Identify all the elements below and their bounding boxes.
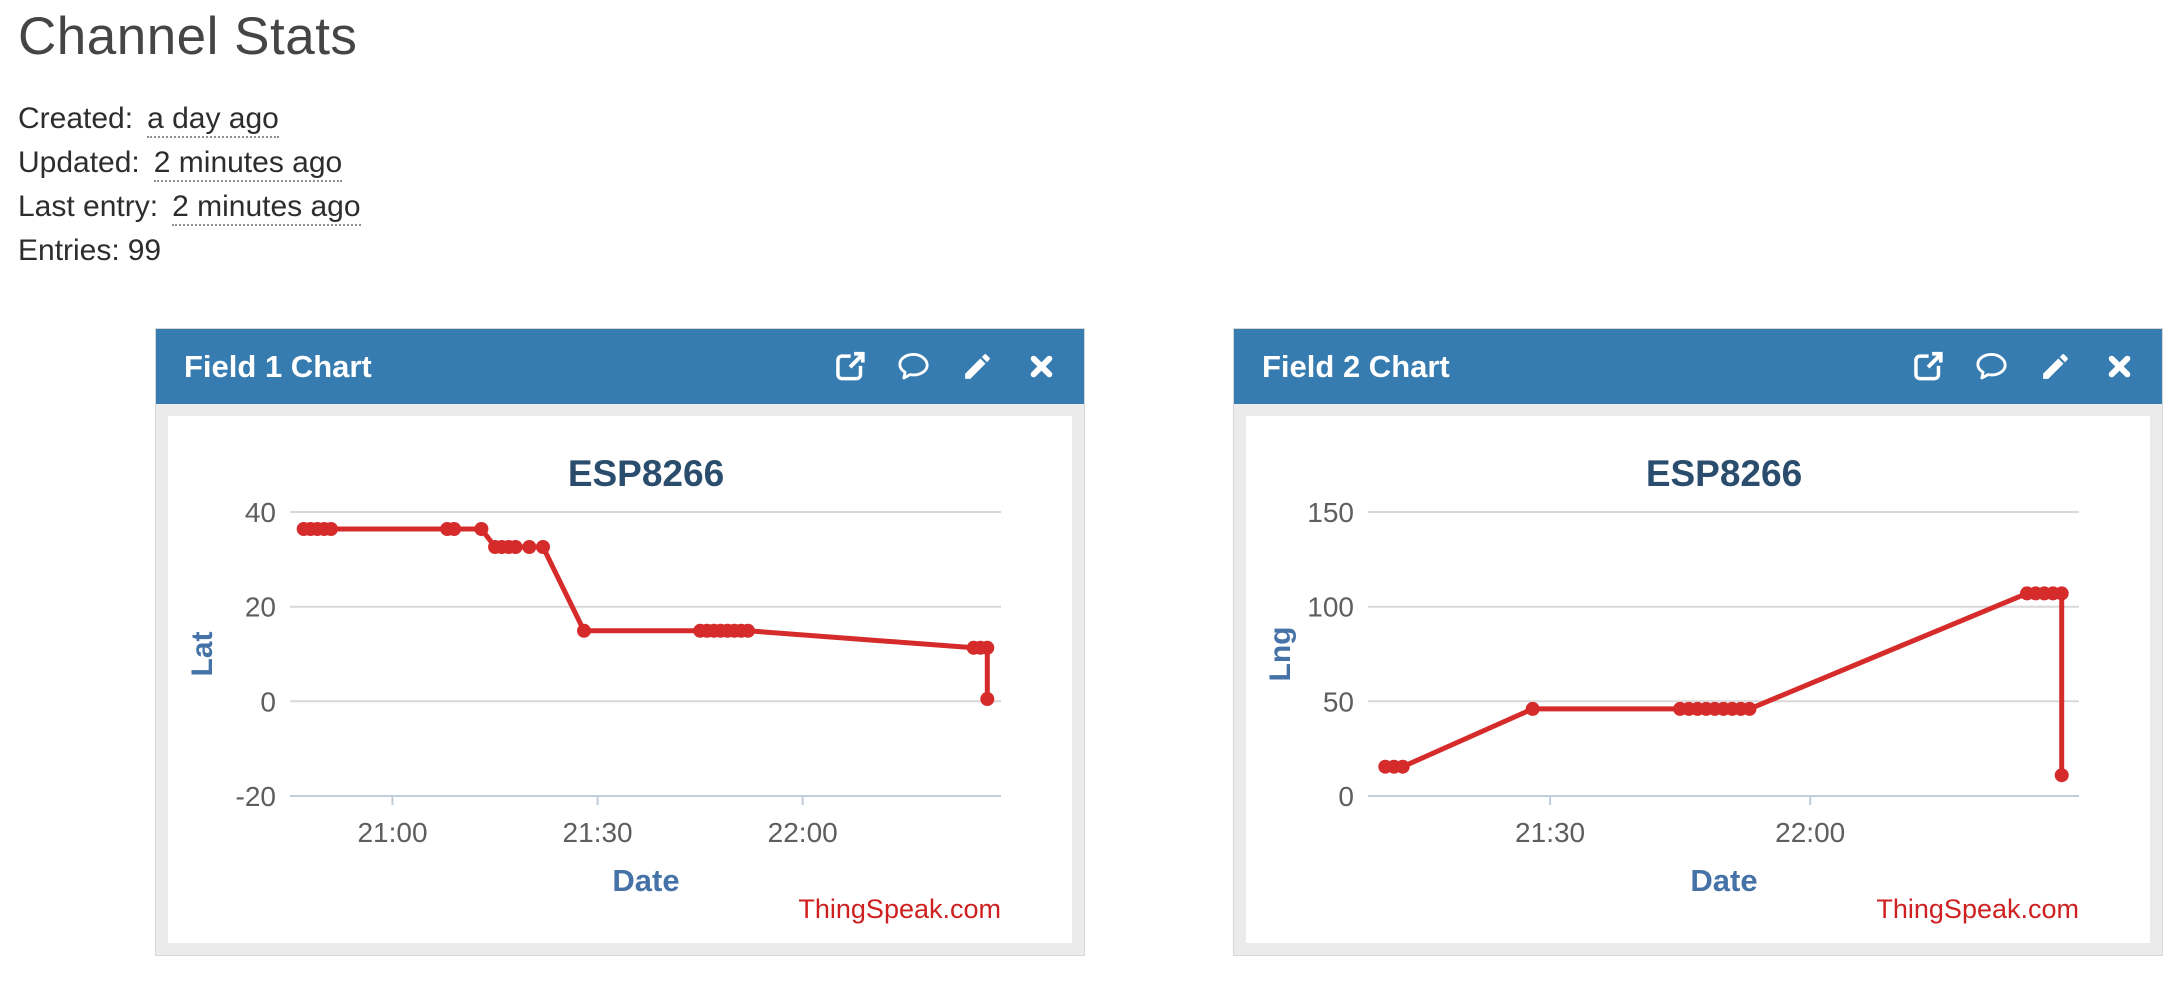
svg-text:22:00: 22:00 [768, 817, 838, 848]
close-icon[interactable] [1023, 348, 1060, 385]
svg-text:21:00: 21:00 [357, 817, 427, 848]
meta-entries: Entries: 99 [18, 229, 2184, 273]
field2-chart-panel: Field 2 Chart [1233, 328, 2163, 956]
svg-text:21:30: 21:30 [1515, 817, 1585, 848]
field2-panel-title: Field 2 Chart [1262, 348, 1450, 384]
svg-text:50: 50 [1323, 686, 1354, 717]
external-link-icon[interactable] [831, 348, 868, 385]
meta-created-label: Created: [18, 102, 134, 135]
field2-chart-svg: 0 50 100 150 21:30 22:00 ESP8266 Lng Date ThingSp… [1264, 453, 2079, 924]
svg-text:ESP8266: ESP8266 [568, 453, 724, 494]
field1-chart: -20 0 20 40 21:00 21:30 22:00 ESP8266 Lat Date Thi… [168, 416, 1072, 943]
comment-icon[interactable] [895, 348, 932, 385]
external-link-icon[interactable] [1909, 348, 1946, 385]
svg-text:20: 20 [245, 592, 276, 623]
svg-text:ThingSpeak.com: ThingSpeak.com [798, 894, 1001, 924]
meta-created-value[interactable]: a day ago [147, 102, 279, 138]
svg-text:Date: Date [1690, 863, 1757, 898]
field2-panel-header: Field 2 Chart [1234, 329, 2162, 404]
channel-meta: Created: a day ago Updated: 2 minutes ago … [18, 97, 2184, 273]
svg-text:0: 0 [1338, 781, 1354, 812]
meta-entries-label: Entries: [18, 234, 120, 267]
meta-created: Created: a day ago [18, 97, 2184, 141]
svg-text:0: 0 [260, 686, 276, 717]
svg-text:ESP8266: ESP8266 [1646, 453, 1802, 494]
meta-last-entry: Last entry: 2 minutes ago [18, 185, 2184, 229]
field1-chart-svg: -20 0 20 40 21:00 21:30 22:00 ESP8266 Lat Date Thi… [186, 453, 1001, 924]
meta-updated: Updated: 2 minutes ago [18, 141, 2184, 185]
meta-updated-value[interactable]: 2 minutes ago [153, 146, 343, 182]
svg-text:ThingSpeak.com: ThingSpeak.com [1876, 894, 2079, 924]
svg-text:22:00: 22:00 [1775, 817, 1845, 848]
field1-panel-title: Field 1 Chart [184, 348, 372, 384]
svg-text:150: 150 [1307, 497, 1354, 528]
svg-text:Lat: Lat [186, 631, 219, 676]
page-title: Channel Stats [18, 7, 358, 66]
edit-pencil-icon[interactable] [2037, 348, 2074, 385]
svg-text:21:30: 21:30 [563, 817, 633, 848]
field1-chart-panel: Field 1 Chart [155, 328, 1085, 956]
svg-text:40: 40 [245, 497, 276, 528]
meta-entries-value: 99 [127, 234, 162, 267]
edit-pencil-icon[interactable] [959, 348, 996, 385]
field1-panel-body: -20 0 20 40 21:00 21:30 22:00 ESP8266 Lat Date Thi… [156, 404, 1084, 955]
close-icon[interactable] [2101, 348, 2138, 385]
svg-text:100: 100 [1307, 592, 1354, 623]
svg-text:-20: -20 [236, 781, 276, 812]
chart-panels-row: Field 1 Chart [155, 328, 2163, 956]
field2-panel-body: 0 50 100 150 21:30 22:00 ESP8266 Lng Date ThingSp… [1234, 404, 2162, 955]
field1-panel-header: Field 1 Chart [156, 329, 1084, 404]
svg-text:Lng: Lng [1264, 627, 1297, 682]
field1-panel-icons [831, 348, 1060, 385]
meta-updated-label: Updated: [18, 146, 140, 179]
svg-text:Date: Date [612, 863, 679, 898]
meta-last-entry-value[interactable]: 2 minutes ago [172, 190, 361, 226]
field2-chart: 0 50 100 150 21:30 22:00 ESP8266 Lng Date ThingSp… [1246, 416, 2150, 943]
meta-last-entry-label: Last entry: [18, 190, 159, 223]
field2-panel-icons [1909, 348, 2138, 385]
comment-icon[interactable] [1973, 348, 2010, 385]
